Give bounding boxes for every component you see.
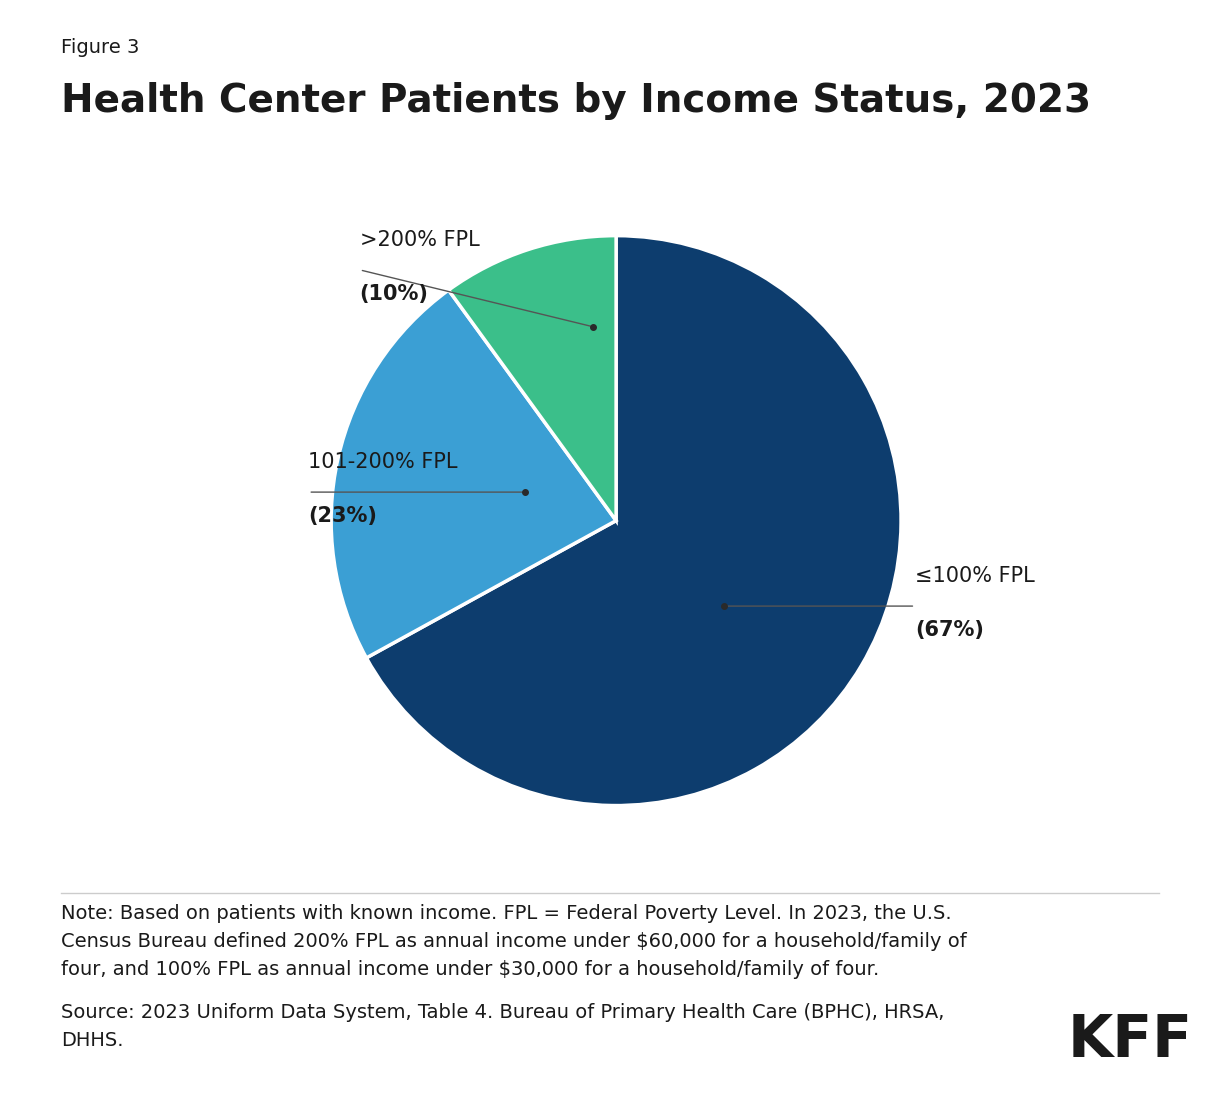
Text: ≤100% FPL: ≤100% FPL [915, 567, 1035, 586]
Text: >200% FPL: >200% FPL [360, 230, 479, 250]
Wedge shape [366, 236, 902, 806]
Text: Source: 2023 Uniform Data System, Table 4. Bureau of Primary Health Care (BPHC),: Source: 2023 Uniform Data System, Table … [61, 1003, 944, 1050]
Text: 101-200% FPL: 101-200% FPL [309, 453, 458, 472]
Text: Health Center Patients by Income Status, 2023: Health Center Patients by Income Status,… [61, 82, 1091, 121]
Text: (10%): (10%) [360, 284, 428, 304]
Text: Note: Based on patients with known income. FPL = Federal Poverty Level. In 2023,: Note: Based on patients with known incom… [61, 904, 966, 979]
Text: (23%): (23%) [309, 506, 377, 526]
Text: KFF: KFF [1068, 1012, 1192, 1069]
Wedge shape [449, 236, 616, 521]
Text: (67%): (67%) [915, 620, 985, 640]
Wedge shape [331, 290, 616, 658]
Text: Figure 3: Figure 3 [61, 38, 139, 57]
